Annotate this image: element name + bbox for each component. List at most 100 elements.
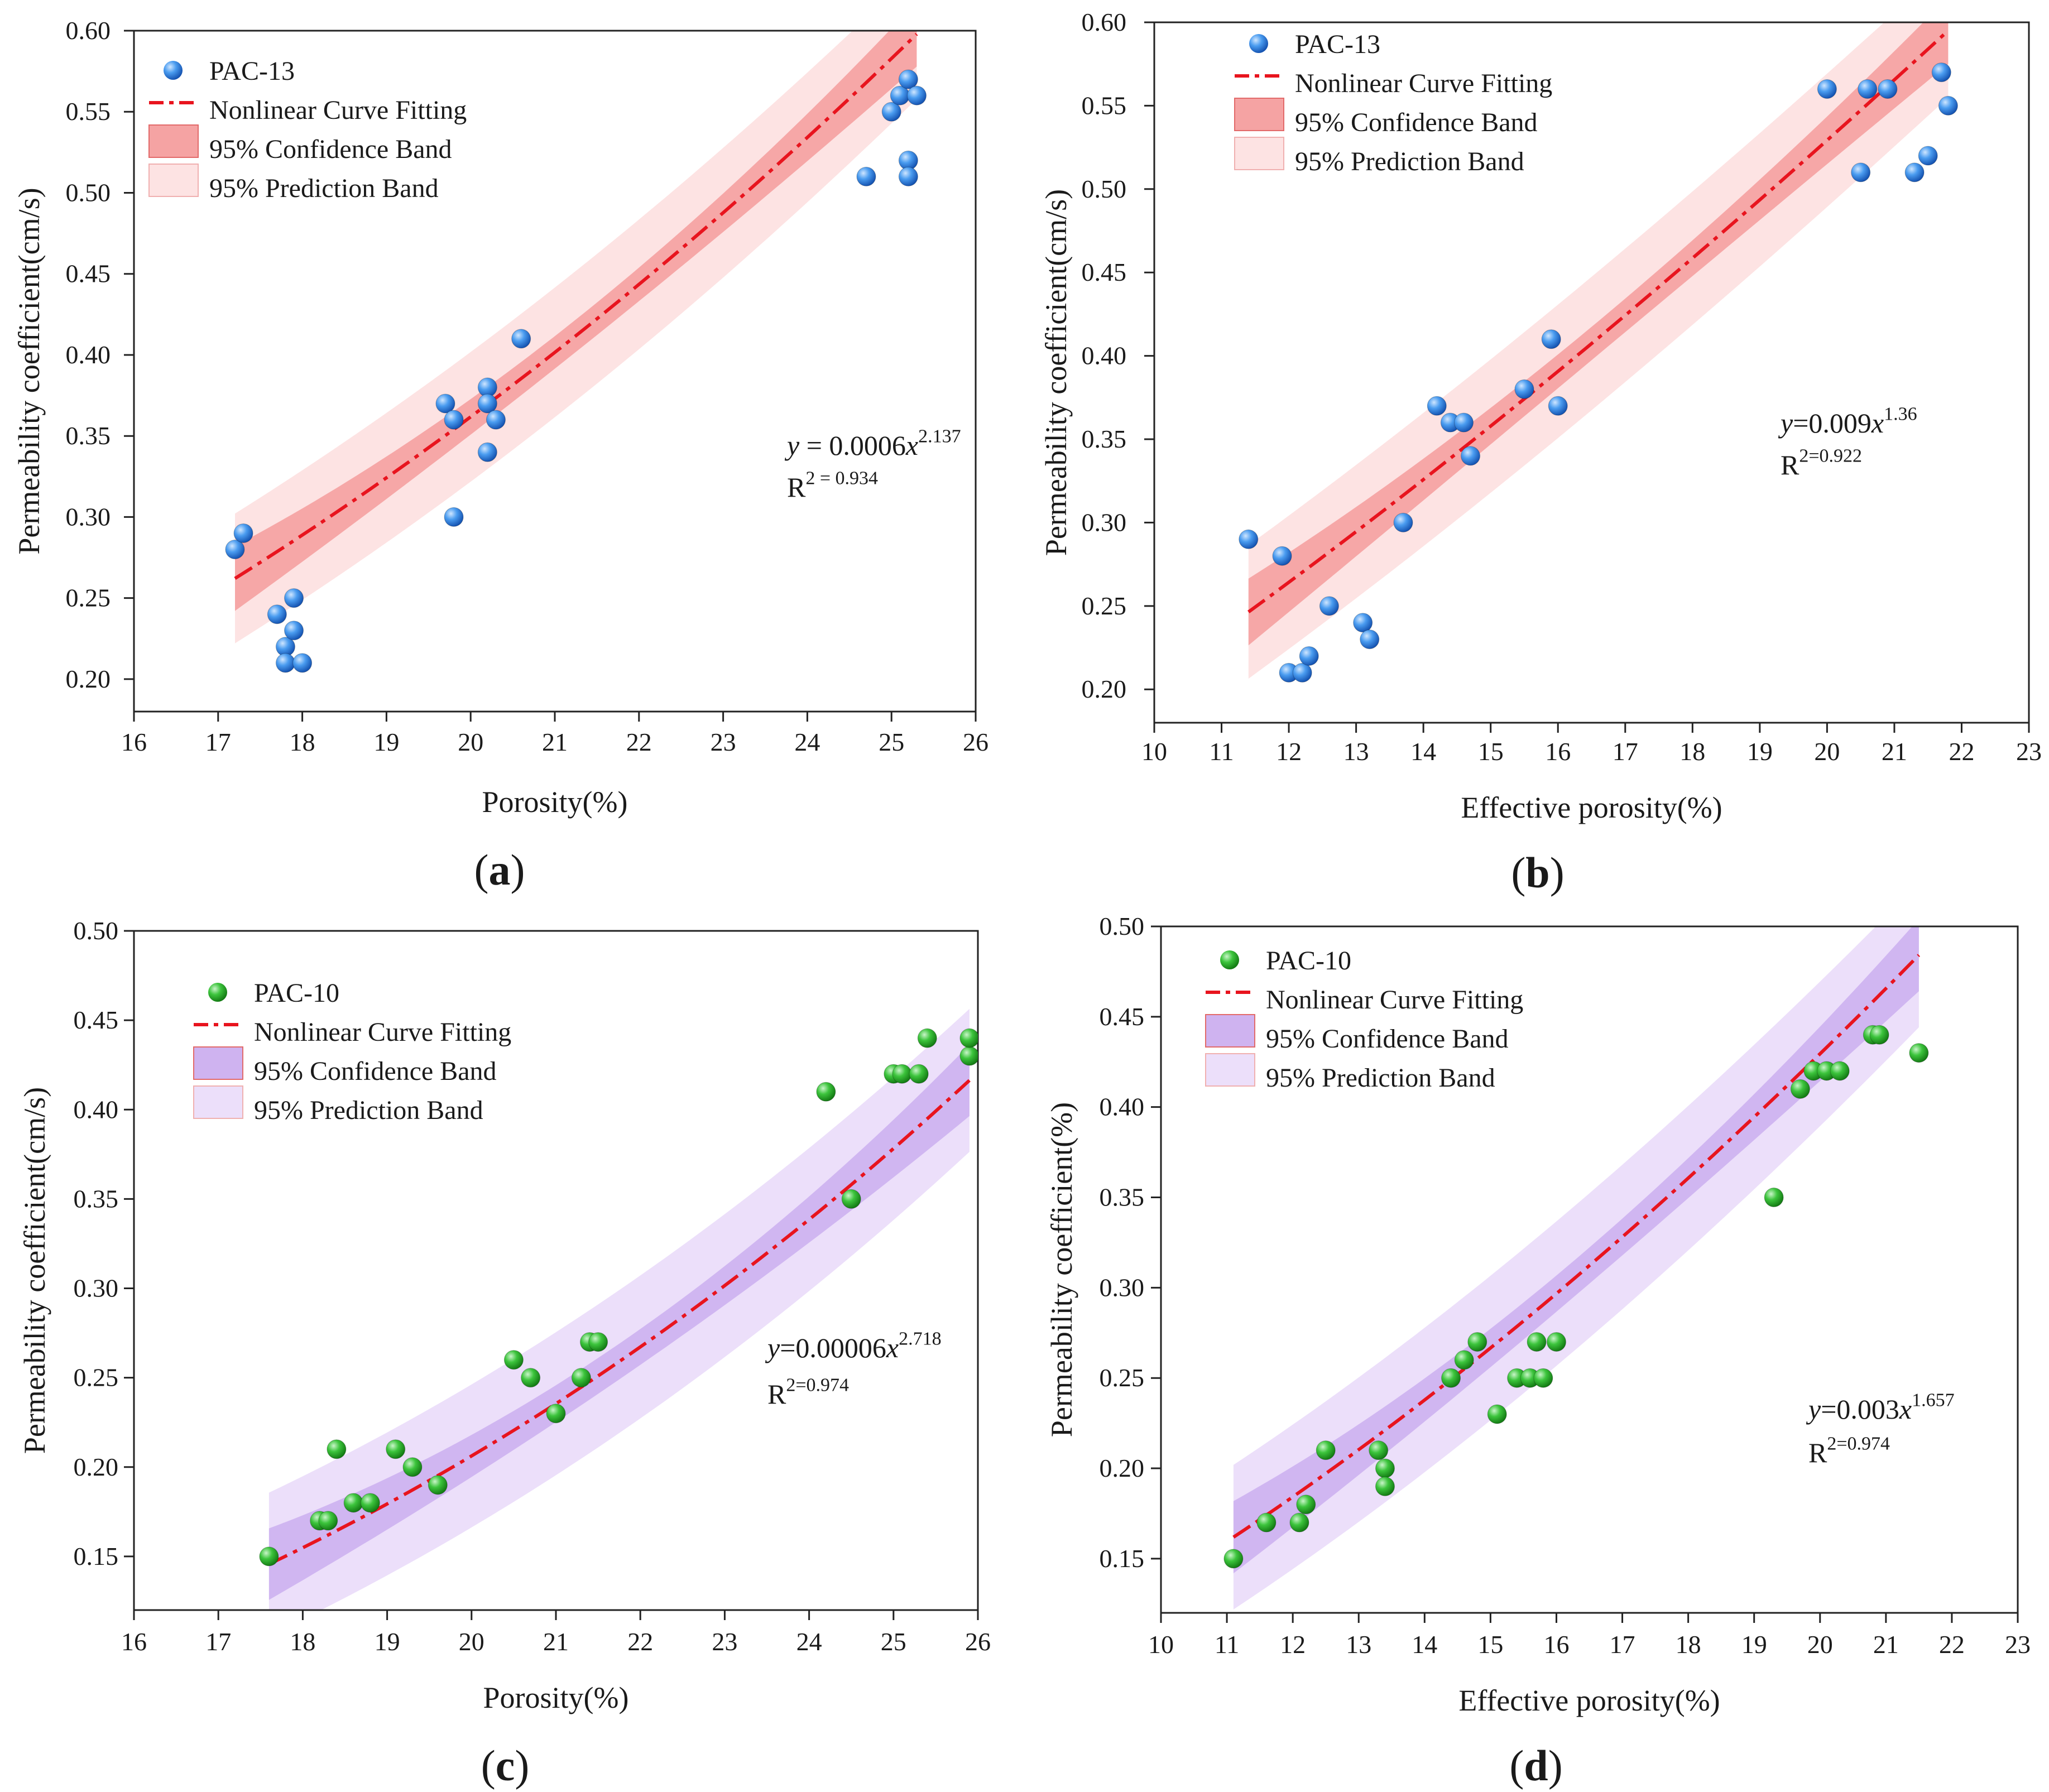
x-tick-label: 12 [1276, 737, 1302, 766]
y-tick-label: 0.20 [74, 1453, 119, 1481]
panel-label: (b) [1511, 848, 1564, 897]
x-tick-label: 18 [290, 728, 315, 756]
confidence-band [1233, 926, 1919, 1574]
legend: PAC-10 Nonlinear Curve Fitting 95% Confide… [1205, 946, 1523, 1093]
data-point [1817, 79, 1837, 99]
y-tick-label: 0.60 [66, 16, 111, 45]
data-point [343, 1493, 363, 1513]
x-tick-label: 23 [2005, 1630, 2031, 1659]
x-tick-label: 20 [458, 728, 483, 756]
data-point [1851, 162, 1871, 182]
x-tick-label: 17 [1610, 1630, 1635, 1659]
plot-frame [1153, 21, 2030, 724]
x-tick-label: 21 [1882, 737, 1907, 766]
data-point [1878, 79, 1898, 99]
data-point [1223, 1549, 1244, 1569]
x-tick-label: 21 [543, 1627, 569, 1656]
data-point [521, 1368, 541, 1388]
x-tick-label: 13 [1343, 737, 1369, 766]
data-point [1869, 1025, 1889, 1045]
x-tick-label: 19 [373, 728, 399, 756]
data-point [1514, 379, 1534, 399]
r-squared: R2 = 0.934​ [787, 468, 878, 503]
data-point [318, 1511, 338, 1531]
data-point [906, 85, 927, 105]
y-tick-label: 0.50 [74, 916, 119, 945]
legend-marker-confidence [148, 124, 199, 158]
confidence-band [268, 1044, 970, 1600]
data-point [856, 166, 876, 186]
legend-marker-points [208, 983, 227, 1002]
data-point [546, 1404, 566, 1424]
x-tick-label: 14 [1412, 1630, 1437, 1659]
x-tick-label: 23 [2016, 737, 2042, 766]
x-tick-label: 19 [1747, 737, 1773, 766]
legend: PAC-10 Nonlinear Curve Fitting 95% Confide… [193, 978, 511, 1125]
legend-label: Nonlinear Curve Fitting [209, 95, 467, 125]
y-tick-label: 0.50 [1100, 912, 1145, 940]
fit-equation: y=0.003x1.657​ [1806, 1390, 1955, 1425]
y-tick-label: 0.30 [1100, 1273, 1145, 1301]
panel-label: (a) [474, 845, 525, 894]
x-tick-label: 17 [1613, 737, 1638, 766]
data-point [327, 1439, 347, 1459]
legend-label: 95% Prediction Band [209, 174, 439, 203]
data-point [1527, 1332, 1547, 1352]
legend-label: 95% Prediction Band [254, 1096, 483, 1125]
x-axis-label: Effective porosity(%) [1461, 791, 1722, 824]
x-tick-label: 24 [794, 728, 820, 756]
legend-label: PAC-13 [209, 56, 295, 86]
data-point [292, 653, 313, 673]
legend-label: 95% Prediction Band [1295, 147, 1524, 176]
data-point [486, 410, 506, 430]
legend-label: Nonlinear Curve Fitting [254, 1017, 511, 1047]
chart-panel-c: 16 17 18 19 20 21 22 23 24 25 26 0.15 0.20 0.25 0.30 0.… [18, 916, 991, 1790]
data-point [1319, 596, 1339, 616]
points-group [1223, 1025, 1929, 1569]
legend-label: PAC-10 [1266, 946, 1351, 976]
legend: PAC-13 Nonlinear Curve Fitting 95% Confide… [1234, 30, 1552, 176]
data-point [959, 1046, 978, 1066]
x-tick-label: 11 [1209, 737, 1234, 766]
data-point [1454, 1350, 1474, 1370]
y-tick-label: 0.25 [1100, 1363, 1145, 1392]
data-point [1830, 1061, 1850, 1081]
data-point [571, 1368, 591, 1388]
x-tick-label: 10 [1148, 1630, 1174, 1659]
plot-frame [1160, 925, 2019, 1614]
data-point [881, 102, 901, 122]
data-point [1533, 1368, 1553, 1388]
x-tick-label: 16 [1543, 1630, 1569, 1659]
y-tick-label: 0.45 [1082, 258, 1127, 286]
x-tick-label: 24 [796, 1627, 822, 1656]
data-point [477, 393, 497, 414]
data-point [898, 166, 918, 186]
legend-label: Nonlinear Curve Fitting [1266, 985, 1523, 1015]
y-tick-label: 0.55 [1082, 91, 1127, 119]
data-point [1790, 1079, 1810, 1099]
y-tick-label: 0.50 [1082, 175, 1127, 203]
points-group [225, 69, 927, 673]
y-tick-label: 0.45 [1100, 1002, 1145, 1031]
x-tick-label: 17 [205, 1627, 231, 1656]
data-point [1292, 662, 1312, 683]
data-point [477, 442, 497, 462]
data-point [588, 1332, 608, 1352]
data-point [1931, 63, 1951, 83]
x-tick-label: 26 [963, 728, 988, 756]
data-point [1441, 1368, 1461, 1388]
data-point [892, 1064, 912, 1084]
y-tick-label: 0.35 [1082, 425, 1127, 453]
x-tick-label: 21 [542, 728, 568, 756]
x-tick-label: 21 [1873, 1630, 1899, 1659]
x-tick-label: 16 [121, 1627, 147, 1656]
y-tick-label: 0.30 [66, 502, 111, 531]
y-axis-label: Permeability coefficient(cm/s) [12, 188, 46, 554]
x-tick-label: 22 [626, 728, 652, 756]
data-point [1918, 146, 1938, 166]
legend-label: 95% Prediction Band [1266, 1063, 1495, 1093]
data-point [1909, 1043, 1929, 1063]
data-point [284, 621, 304, 641]
y-tick-label: 0.40 [1100, 1093, 1145, 1121]
y-tick-label: 0.30 [74, 1274, 119, 1303]
